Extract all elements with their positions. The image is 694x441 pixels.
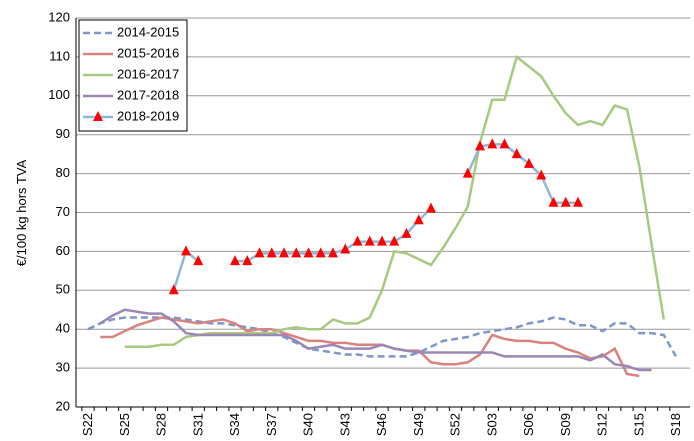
data-marker <box>413 214 424 225</box>
legend-label: 2017-2018 <box>117 87 179 102</box>
data-marker <box>291 247 302 258</box>
series-line <box>87 316 678 358</box>
y-axis-label: €/100 kg hors TVA <box>14 159 29 266</box>
x-tick-label: S22 <box>80 413 95 436</box>
y-tick-label: 50 <box>56 282 70 297</box>
data-marker <box>181 245 191 256</box>
data-marker <box>426 202 436 213</box>
x-tick-label: S52 <box>448 413 463 436</box>
x-tick-label: S46 <box>374 413 389 436</box>
data-marker <box>352 235 363 246</box>
data-marker <box>303 247 314 258</box>
x-tick-label: S43 <box>337 413 352 436</box>
series-line <box>172 249 200 291</box>
series-line <box>466 143 578 205</box>
data-marker <box>168 284 179 295</box>
x-tick-label: S03 <box>484 413 499 436</box>
legend: 2014-2015 2015-2016 2016-2017 2017-2018 2018… <box>78 19 188 132</box>
data-marker <box>487 138 498 149</box>
series-line <box>99 308 652 372</box>
y-tick-label: 40 <box>56 321 70 336</box>
y-tick-label: 30 <box>56 360 70 375</box>
data-marker <box>364 235 375 246</box>
data-marker <box>254 247 265 258</box>
data-marker <box>401 227 412 238</box>
data-marker <box>193 255 204 266</box>
x-tick-label: S37 <box>264 413 279 436</box>
data-marker <box>499 138 510 149</box>
data-marker <box>266 247 277 258</box>
data-marker <box>389 235 400 246</box>
legend-label: 2015-2016 <box>117 45 179 60</box>
x-tick-label: S31 <box>190 413 205 436</box>
x-tick-label: S12 <box>595 413 610 436</box>
data-marker <box>511 148 522 159</box>
data-marker <box>230 255 240 266</box>
x-tick-label: S28 <box>154 413 169 436</box>
data-marker <box>524 157 534 168</box>
y-tick-label: 90 <box>56 126 70 141</box>
data-marker <box>560 196 571 207</box>
y-tick-label: 100 <box>48 87 70 102</box>
data-marker <box>548 196 559 207</box>
data-marker <box>340 243 351 254</box>
series-line <box>124 54 665 348</box>
x-tick-label: S06 <box>521 413 536 436</box>
y-tick-label: 110 <box>49 48 70 63</box>
data-marker <box>536 169 547 180</box>
legend-label: 2014-2015 <box>117 24 179 39</box>
x-tick-label: S25 <box>117 413 132 436</box>
data-marker <box>462 167 473 178</box>
legend-label: 2018-2019 <box>117 108 179 123</box>
x-tick-label: S09 <box>558 413 573 436</box>
data-marker <box>475 140 485 151</box>
x-tick-label: S40 <box>301 413 316 436</box>
series-line <box>100 316 640 378</box>
data-marker <box>573 196 583 207</box>
x-tick-label: S15 <box>631 413 646 436</box>
data-marker <box>242 255 253 266</box>
legend-label: 2016-2017 <box>117 66 179 81</box>
x-tick-label: S49 <box>411 413 426 436</box>
y-tick-label: 20 <box>56 398 70 413</box>
y-tick-label: 80 <box>56 165 70 180</box>
y-tick-label: 60 <box>56 243 70 258</box>
data-marker <box>279 247 289 258</box>
y-tick-label: 70 <box>56 204 70 219</box>
data-marker <box>328 247 338 258</box>
data-marker <box>315 247 326 258</box>
y-tick-label: 120 <box>48 9 70 24</box>
x-tick-label: S34 <box>227 413 242 436</box>
legend-marker <box>93 111 103 121</box>
x-tick-label: S18 <box>668 413 683 436</box>
data-marker <box>377 235 387 246</box>
